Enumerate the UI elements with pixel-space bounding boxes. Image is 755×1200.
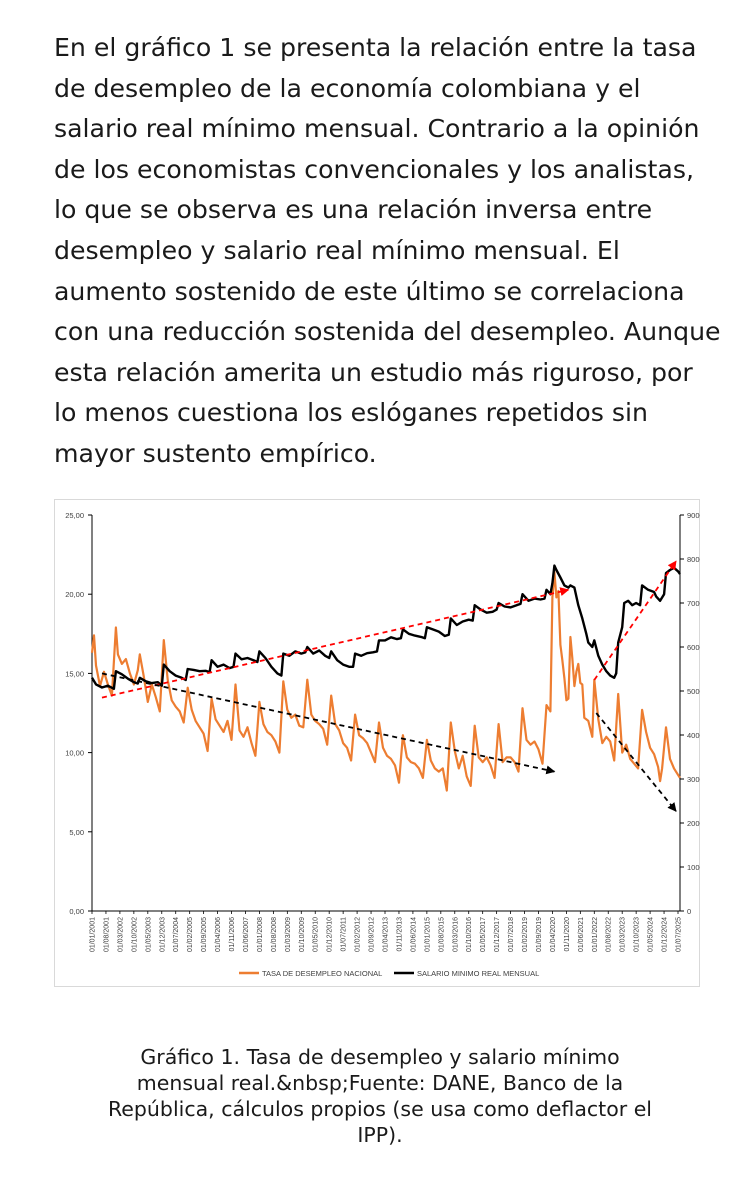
y-right-tick-label: 0 (687, 907, 691, 916)
y-right-tick-label: 100000 (687, 863, 700, 872)
x-tick-label: 01/08/2001 (103, 917, 110, 952)
legend-label-unemployment: TASA DE DESEMPLEO NACIONAL (262, 969, 382, 978)
x-tick-label: 01/11/2006 (229, 917, 236, 952)
x-tick-label: 01/10/2009 (299, 917, 306, 952)
x-tick-label: 01/06/2007 (243, 917, 250, 952)
x-tick-label: 01/03/2002 (117, 917, 124, 952)
x-tick-label: 01/12/2003 (159, 917, 166, 952)
x-tick-label: 01/11/2013 (396, 917, 403, 952)
y-right-tick-label: 700000 (687, 599, 700, 608)
y-right-tick-label: 900000 (687, 511, 700, 520)
x-tick-label: 01/07/2018 (508, 917, 515, 952)
y-left-tick-label: 5,00 (69, 828, 84, 837)
figure-caption: Gráfico 1. Tasa de desempleo y salario m… (107, 1045, 653, 1147)
x-tick-label: 01/08/2015 (438, 917, 445, 952)
x-tick-label: 01/07/2011 (341, 917, 348, 952)
x-tick-label: 01/04/2013 (383, 917, 390, 952)
y-right-tick-label: 300000 (687, 775, 700, 784)
trend-arrow-3 (593, 560, 677, 681)
series-line-unemployment (90, 570, 681, 792)
x-tick-label: 01/04/2006 (215, 917, 222, 952)
x-tick-label: 01/03/2023 (620, 917, 627, 952)
x-tick-label: 01/12/2024 (662, 917, 669, 952)
y-left-tick-label: 20,00 (65, 590, 84, 599)
x-tick-label: 01/08/2008 (271, 917, 278, 952)
trend-arrow-4 (595, 712, 677, 812)
x-tick-label: 01/02/2012 (355, 917, 362, 952)
x-tick-label: 01/10/2002 (131, 917, 138, 952)
y-right-tick-label: 200000 (687, 819, 700, 828)
x-tick-label: 01/01/2008 (257, 917, 264, 952)
y-right-tick-label: 500000 (687, 687, 700, 696)
x-tick-label: 01/04/2020 (550, 917, 557, 952)
y-right-tick-label: 600000 (687, 643, 700, 652)
x-tick-label: 01/12/2010 (327, 917, 334, 952)
x-tick-label: 01/05/2010 (313, 917, 320, 952)
x-tick-label: 01/05/2003 (145, 917, 152, 952)
legend-label-real-minimum-wage: SALARIO MINIMO REAL MENSUAL (417, 969, 539, 978)
x-tick-label: 01/05/2024 (648, 917, 655, 952)
body-paragraph: En el gráfico 1 se presenta la relación … (54, 33, 721, 468)
x-tick-label: 01/12/2017 (494, 917, 501, 952)
y-right-tick-label: 400000 (687, 731, 700, 740)
x-tick-label: 01/06/2014 (410, 917, 417, 952)
x-tick-label: 01/11/2020 (564, 917, 571, 952)
x-tick-label: 01/09/2012 (369, 917, 376, 952)
y-left-tick-label: 15,00 (65, 669, 84, 678)
x-tick-label: 01/09/2005 (201, 917, 208, 952)
x-tick-label: 01/06/2021 (578, 917, 585, 952)
x-tick-label: 01/05/2017 (480, 917, 487, 952)
y-left-tick-label: 0,00 (69, 907, 84, 916)
x-tick-label: 01/10/2023 (634, 917, 641, 952)
chart: 0,00 5,00 10,00 15,00 20,00 25,00 0 100000 20000… (65, 511, 700, 978)
x-tick-label: 01/03/2009 (285, 917, 292, 952)
x-tick-label: 01/02/2005 (187, 917, 194, 952)
x-tick-label: 01/09/2019 (536, 917, 543, 952)
y-right-tick-label: 800000 (687, 555, 700, 564)
y-left-tick-label: 25,00 (65, 511, 84, 520)
x-tick-label: 01/03/2016 (452, 917, 459, 952)
series-line-real-minimum-wage (90, 564, 681, 690)
x-tick-label: 01/01/2001 (90, 917, 97, 952)
trend-arrow-1 (101, 587, 570, 699)
x-tick-label: 01/02/2019 (522, 917, 529, 952)
x-tick-label: 01/01/2022 (592, 917, 599, 952)
x-tick-label: 01/10/2016 (466, 917, 473, 952)
y-left-tick-label: 10,00 (65, 749, 84, 758)
x-tick-label: 01/07/2004 (173, 917, 180, 952)
x-tick-label: 01/01/2015 (424, 917, 431, 952)
x-tick-label: 01/08/2022 (606, 917, 613, 952)
x-tick-label: 01/07/2025 (676, 917, 683, 952)
